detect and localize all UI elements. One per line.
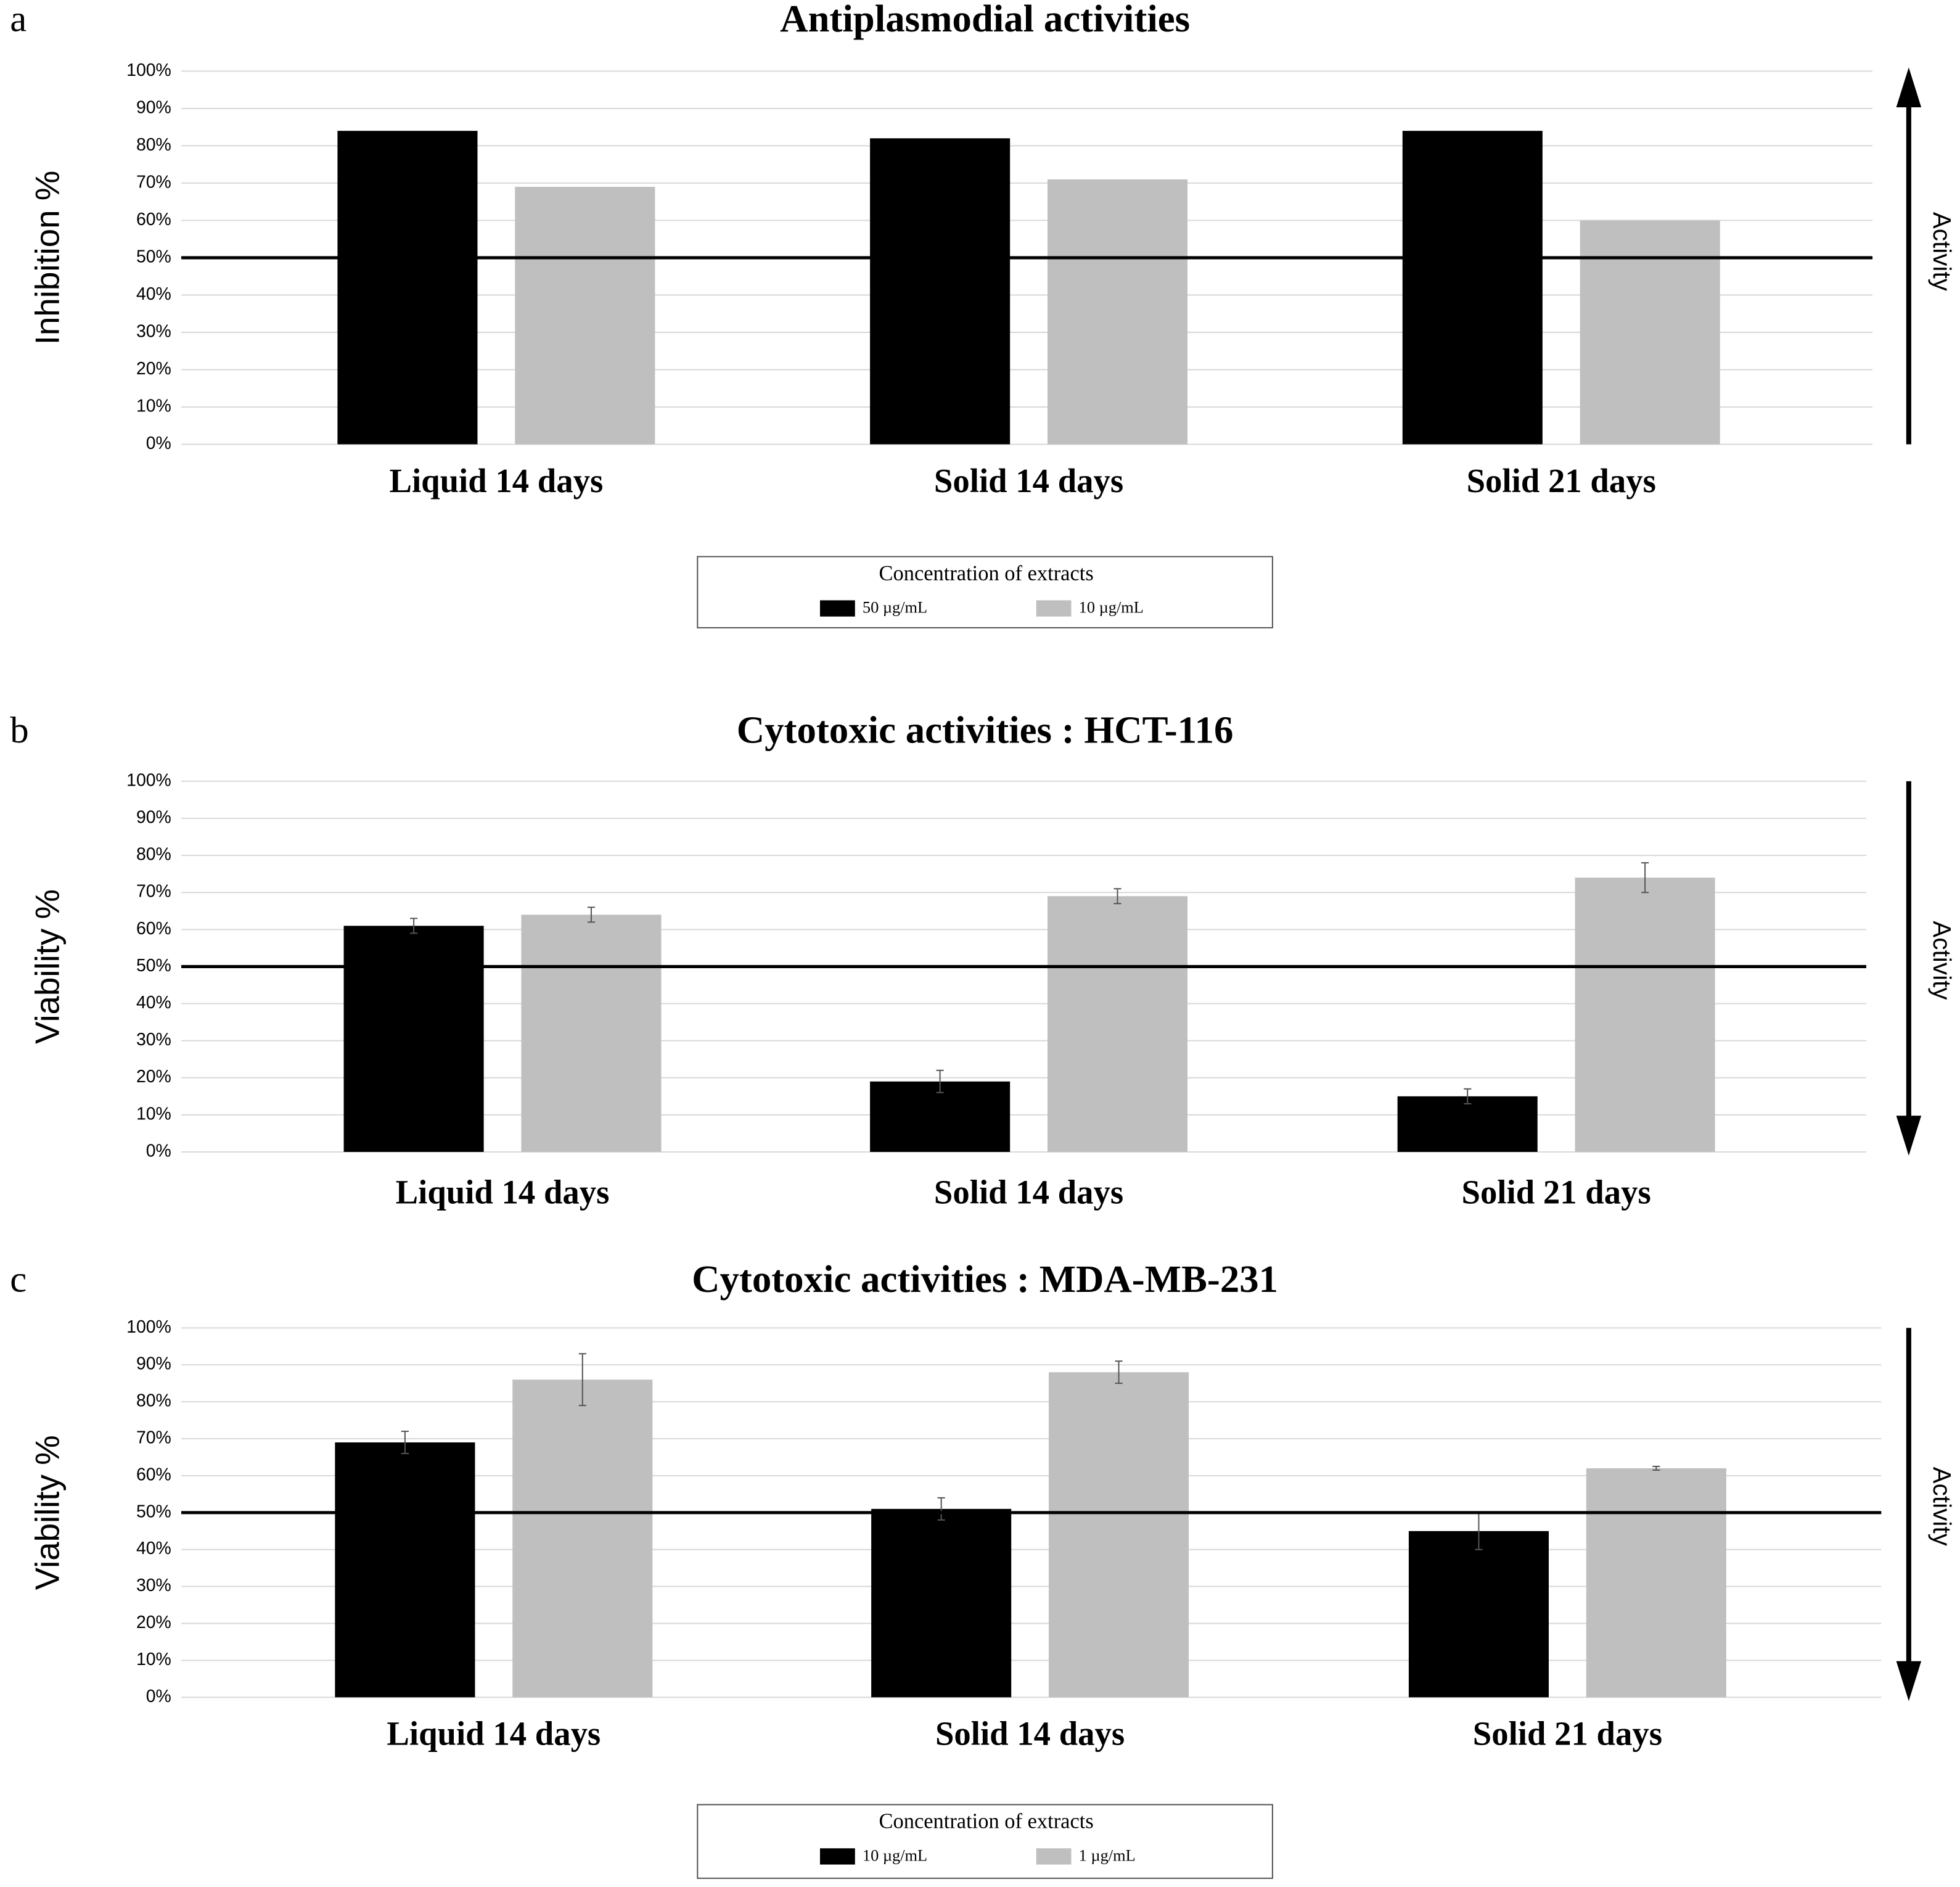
bar xyxy=(1580,220,1720,445)
y-tick-label: 100% xyxy=(126,770,171,790)
activity-label: Activity xyxy=(1928,212,1956,292)
legend-box xyxy=(697,556,1273,628)
y-tick-label: 40% xyxy=(136,993,171,1013)
x-tick-label: Solid 14 days xyxy=(934,1173,1123,1211)
chart-title: Antiplasmodial activities xyxy=(780,0,1190,40)
bar xyxy=(1408,1531,1549,1698)
bar xyxy=(343,926,484,1152)
legend-swatch xyxy=(819,1848,855,1865)
activity-arrow-head xyxy=(1896,67,1922,108)
bar xyxy=(337,131,478,445)
y-tick-label: 30% xyxy=(136,321,171,341)
y-tick-label: 60% xyxy=(136,1465,171,1484)
error-bar xyxy=(1115,1360,1123,1384)
y-tick-label: 70% xyxy=(136,172,171,192)
y-tick-label: 30% xyxy=(136,1030,171,1050)
y-tick-label: 0% xyxy=(146,1687,171,1706)
x-tick-label: Solid 21 days xyxy=(1467,462,1656,500)
y-tick-label: 50% xyxy=(136,1502,171,1521)
x-tick-label: Liquid 14 days xyxy=(396,1173,610,1211)
y-tick-label: 80% xyxy=(136,135,171,155)
panel-label: a xyxy=(10,0,27,39)
y-tick-label: 90% xyxy=(136,808,171,828)
activity-arrow-head xyxy=(1896,1661,1922,1701)
bar xyxy=(335,1442,475,1698)
bar xyxy=(521,915,662,1152)
chart-title: Cytotoxic activities : MDA-MB-231 xyxy=(692,1257,1278,1301)
activity-label: Activity xyxy=(1928,921,1956,1000)
bar xyxy=(1049,1372,1189,1698)
panel-label: c xyxy=(10,1259,27,1300)
legend-swatch xyxy=(1036,1848,1072,1865)
bar xyxy=(1586,1468,1726,1698)
legend-label: 50 µg/mL xyxy=(863,599,927,617)
y-tick-label: 70% xyxy=(136,1428,171,1448)
x-tick-label: Solid 21 days xyxy=(1462,1173,1651,1211)
y-tick-label: 50% xyxy=(136,956,171,976)
y-tick-label: 0% xyxy=(146,1141,171,1161)
y-tick-label: 20% xyxy=(136,1067,171,1087)
error-bar xyxy=(937,1497,945,1521)
error-bar xyxy=(1464,1088,1472,1104)
legend-swatch xyxy=(1036,600,1072,617)
y-tick-label: 80% xyxy=(136,1391,171,1411)
bar xyxy=(1047,179,1188,445)
bar xyxy=(870,138,1011,445)
error-bar xyxy=(587,906,596,923)
legend-box xyxy=(697,1804,1273,1879)
y-tick-label: 90% xyxy=(136,1354,171,1374)
bar xyxy=(1047,896,1188,1152)
x-tick-label: Solid 14 days xyxy=(935,1715,1125,1753)
error-bar xyxy=(409,918,418,934)
chart-title: Cytotoxic activities : HCT-116 xyxy=(737,708,1234,751)
x-tick-label: Liquid 14 days xyxy=(387,1715,601,1753)
legend-swatch xyxy=(819,600,855,617)
x-tick-label: Solid 21 days xyxy=(1473,1715,1662,1753)
y-axis-label: Viability % xyxy=(28,889,67,1044)
legend-title: Concentration of extracts xyxy=(879,1810,1094,1833)
y-tick-label: 100% xyxy=(126,60,171,80)
y-tick-label: 40% xyxy=(136,284,171,304)
x-tick-label: Liquid 14 days xyxy=(389,462,603,500)
error-bar xyxy=(401,1431,409,1455)
legend-label: 10 µg/mL xyxy=(1079,599,1144,617)
activity-label: Activity xyxy=(1928,1467,1956,1547)
bar xyxy=(512,1379,653,1698)
y-axis-label: Inhibition % xyxy=(28,171,67,345)
bar xyxy=(515,186,655,445)
y-tick-label: 20% xyxy=(136,359,171,379)
y-tick-label: 10% xyxy=(136,396,171,416)
x-tick-label: Solid 14 days xyxy=(934,462,1123,500)
bar xyxy=(1397,1096,1538,1152)
legend-label: 1 µg/mL xyxy=(1079,1846,1136,1864)
error-bar xyxy=(1113,888,1121,905)
bar xyxy=(1575,878,1715,1152)
legend-label: 10 µg/mL xyxy=(863,1846,927,1864)
y-tick-label: 60% xyxy=(136,210,171,229)
y-tick-label: 40% xyxy=(136,1539,171,1558)
y-tick-label: 0% xyxy=(146,434,171,453)
legend-title: Concentration of extracts xyxy=(879,562,1094,585)
panel-label: b xyxy=(10,710,28,751)
y-tick-label: 80% xyxy=(136,845,171,865)
y-tick-label: 70% xyxy=(136,882,171,902)
y-tick-label: 90% xyxy=(136,97,171,117)
y-tick-label: 30% xyxy=(136,1576,171,1595)
bar xyxy=(1402,131,1543,445)
bar xyxy=(871,1508,1012,1698)
y-axis-label: Viability % xyxy=(28,1435,67,1590)
error-bar xyxy=(1652,1465,1660,1471)
error-bar xyxy=(578,1353,586,1407)
y-tick-label: 50% xyxy=(136,247,171,266)
y-tick-label: 10% xyxy=(136,1104,171,1124)
error-bar xyxy=(936,1069,944,1093)
y-tick-label: 60% xyxy=(136,919,171,939)
activity-arrow-head xyxy=(1896,1116,1922,1156)
error-bar xyxy=(1641,862,1649,894)
y-tick-label: 10% xyxy=(136,1650,171,1669)
y-tick-label: 100% xyxy=(126,1317,171,1337)
y-tick-label: 20% xyxy=(136,1613,171,1632)
